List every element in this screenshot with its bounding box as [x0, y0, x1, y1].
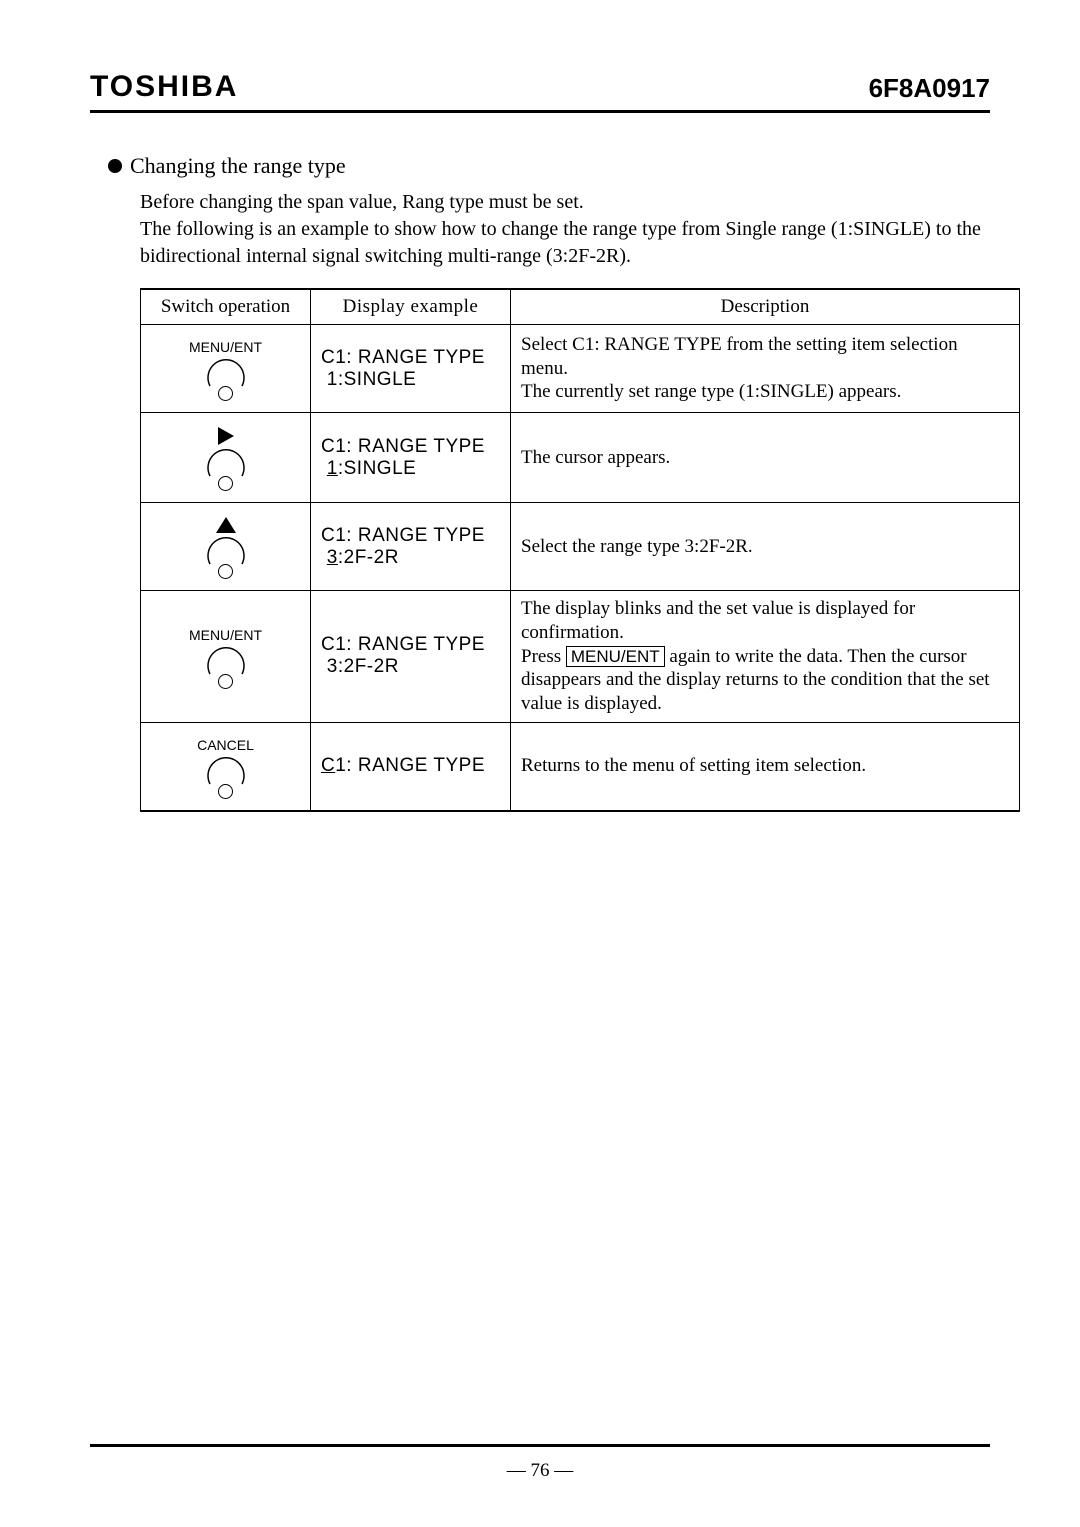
- switch-label: MENU/ENT: [189, 627, 262, 643]
- switch-cell: [141, 503, 311, 591]
- table-row: MENU/ENT C1: RANGE TYPE 1:SINGLE Select …: [141, 325, 1020, 413]
- procedure-table: Switch operation Display example Descrip…: [140, 288, 1020, 812]
- page-number: — 76 —: [0, 1460, 1080, 1482]
- button-icon: [206, 536, 246, 576]
- switch-cell: CANCEL: [141, 722, 311, 811]
- button-icon: [206, 646, 246, 686]
- header-display: Display example: [311, 289, 511, 325]
- display-cell: C1: RANGE TYPE 1:SINGLE: [311, 325, 511, 413]
- switch-label: CANCEL: [197, 737, 254, 753]
- desc-cell: Select C1: RANGE TYPE from the setting i…: [511, 325, 1020, 413]
- document-id: 6F8A0917: [869, 73, 990, 104]
- intro-line-2: The following is an example to show how …: [140, 216, 990, 270]
- page-header: TOSHIBA 6F8A0917: [90, 70, 990, 113]
- header-desc: Description: [511, 289, 1020, 325]
- switch-cell: MENU/ENT: [141, 591, 311, 723]
- arrow-right-icon: [218, 427, 234, 445]
- arrow-up-icon: [216, 517, 236, 533]
- button-icon: [206, 358, 246, 398]
- table-row: MENU/ENT C1: RANGE TYPE 3:2F-2R The disp…: [141, 591, 1020, 723]
- table-row: C1: RANGE TYPE 1:SINGLE The cursor appea…: [141, 413, 1020, 503]
- boxed-key: MENU/ENT: [566, 646, 665, 667]
- table-row: C1: RANGE TYPE 3:2F-2R Select the range …: [141, 503, 1020, 591]
- table-row: CANCEL C1: RANGE TYPE Returns to the men…: [141, 722, 1020, 811]
- button-icon: [206, 756, 246, 796]
- bullet-icon: [108, 159, 122, 173]
- intro-paragraph: Before changing the span value, Rang typ…: [140, 189, 990, 270]
- logo: TOSHIBA: [90, 70, 238, 104]
- footer-line: [90, 1444, 990, 1447]
- desc-cell: The cursor appears.: [511, 413, 1020, 503]
- desc-cell: The display blinks and the set value is …: [511, 591, 1020, 723]
- section-title-text: Changing the range type: [130, 153, 346, 179]
- display-cell: C1: RANGE TYPE 1:SINGLE: [311, 413, 511, 503]
- desc-cell: Returns to the menu of setting item sele…: [511, 722, 1020, 811]
- table-header-row: Switch operation Display example Descrip…: [141, 289, 1020, 325]
- switch-label: MENU/ENT: [189, 339, 262, 355]
- header-switch: Switch operation: [141, 289, 311, 325]
- switch-cell: MENU/ENT: [141, 325, 311, 413]
- button-icon: [206, 448, 246, 488]
- desc-cell: Select the range type 3:2F-2R.: [511, 503, 1020, 591]
- intro-line-1: Before changing the span value, Rang typ…: [140, 189, 990, 216]
- display-cell: C1: RANGE TYPE 3:2F-2R: [311, 503, 511, 591]
- switch-cell: [141, 413, 311, 503]
- section-title: Changing the range type: [108, 153, 990, 179]
- display-cell: C1: RANGE TYPE: [311, 722, 511, 811]
- display-cell: C1: RANGE TYPE 3:2F-2R: [311, 591, 511, 723]
